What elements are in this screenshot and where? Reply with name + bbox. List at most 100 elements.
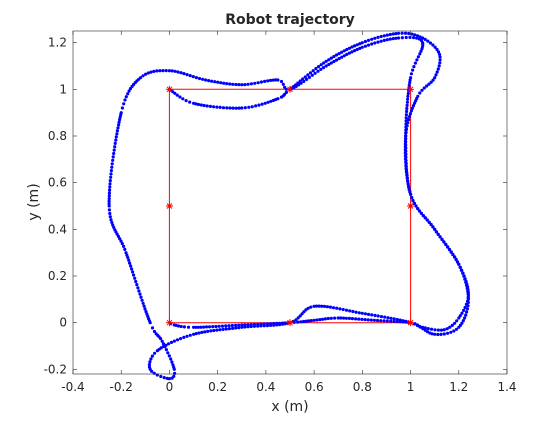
- trajectory-point: [421, 36, 425, 40]
- trajectory-point: [404, 113, 408, 117]
- trajectory-point: [256, 81, 260, 85]
- trajectory-point: [112, 151, 116, 156]
- trajectory-point: [284, 90, 288, 94]
- trajectory-point: [408, 112, 412, 116]
- trajectory-point: [162, 376, 166, 380]
- trajectory-point: [296, 316, 300, 320]
- trajectory-point: [440, 237, 444, 242]
- trajectory-point: [436, 50, 441, 54]
- trajectory-point: [314, 304, 319, 308]
- trajectory-point: [404, 158, 408, 163]
- trajectory-point: [460, 311, 464, 315]
- trajectory-point: [173, 371, 177, 375]
- trajectory-point: [438, 235, 442, 239]
- trajectory-series: [107, 31, 470, 381]
- trajectory-point: [353, 44, 357, 48]
- trajectory-point: [152, 371, 156, 375]
- trajectory-point: [411, 68, 415, 72]
- trajectory-point: [139, 295, 143, 299]
- trajectory-point: [188, 74, 192, 78]
- trajectory-point: [332, 59, 336, 64]
- trajectory-point: [414, 99, 418, 103]
- trajectory-point: [176, 70, 180, 74]
- trajectory-point: [117, 120, 121, 124]
- trajectory-point: [240, 325, 244, 329]
- trajectory-point: [141, 74, 145, 78]
- y-tick-label: -0.2: [44, 362, 67, 376]
- trajectory-point: [143, 307, 147, 311]
- trajectory-point: [284, 87, 288, 91]
- trajectory-point: [376, 314, 380, 318]
- trajectory-point: [302, 310, 306, 314]
- trajectory-point: [406, 179, 410, 183]
- trajectory-point: [227, 324, 231, 328]
- trajectory-point: [466, 285, 470, 289]
- trajectory-point: [107, 204, 111, 208]
- trajectory-point: [218, 328, 222, 332]
- trajectory-point: [194, 76, 198, 80]
- trajectory-point: [404, 134, 408, 138]
- trajectory-point: [302, 79, 306, 83]
- trajectory-point: [109, 169, 113, 173]
- waypoint-marker: [407, 202, 415, 210]
- trajectory-point: [167, 342, 171, 346]
- trajectory-point: [194, 325, 198, 329]
- x-tick-label: 0: [166, 380, 174, 394]
- trajectory-point: [219, 81, 223, 85]
- trajectory-point: [146, 71, 150, 75]
- trajectory-point: [169, 340, 174, 344]
- trajectory-point: [391, 37, 395, 41]
- trajectory-point: [110, 162, 114, 166]
- trajectory-point: [341, 307, 345, 312]
- trajectory-point: [366, 38, 371, 43]
- trajectory-point: [405, 174, 409, 178]
- trajectory-point: [186, 325, 191, 329]
- trajectory-point: [404, 35, 408, 40]
- trajectory-point: [449, 250, 453, 254]
- trajectory-point: [347, 316, 351, 320]
- trajectory-point: [265, 322, 269, 326]
- trajectory-point: [401, 320, 405, 324]
- trajectory-point: [383, 315, 387, 319]
- trajectory-point: [442, 240, 446, 244]
- trajectory-point: [109, 218, 113, 222]
- trajectory-point: [155, 69, 159, 73]
- trajectory-point: [203, 330, 207, 334]
- trajectory-point: [324, 64, 328, 68]
- trajectory-point: [126, 256, 130, 260]
- trajectory-point: [405, 103, 409, 107]
- trajectory-point: [429, 222, 433, 227]
- trajectory-point: [453, 255, 457, 259]
- trajectory-point: [237, 83, 241, 87]
- trajectory-point: [435, 70, 439, 74]
- trajectory-point: [179, 337, 183, 341]
- chart-title: Robot trajectory: [225, 12, 355, 28]
- trajectory-point: [129, 264, 133, 268]
- trajectory-point: [234, 326, 238, 330]
- trajectory-point: [204, 78, 208, 82]
- trajectory-point: [152, 329, 157, 334]
- trajectory-point: [107, 191, 111, 195]
- trajectory-point: [373, 36, 377, 40]
- trajectory-point: [240, 106, 244, 110]
- trajectory-point: [107, 202, 111, 206]
- trajectory-point: [144, 72, 148, 76]
- trajectory-point: [257, 103, 261, 107]
- trajectory-point: [404, 131, 408, 135]
- trajectory-point: [418, 91, 422, 95]
- trajectory-point: [123, 247, 127, 251]
- trajectory-point: [212, 328, 216, 333]
- trajectory-point: [465, 299, 470, 303]
- trajectory-point: [146, 314, 150, 319]
- trajectory-point: [234, 82, 238, 87]
- trajectory-point: [347, 46, 351, 50]
- trajectory-point: [172, 365, 176, 369]
- trajectory-point: [256, 322, 260, 326]
- x-tick-label: 0.6: [305, 380, 324, 394]
- trajectory-point: [197, 331, 201, 335]
- trajectory-point: [372, 318, 376, 322]
- trajectory-point: [412, 65, 416, 69]
- trajectory-point: [202, 103, 206, 108]
- trajectory-point: [329, 56, 333, 60]
- trajectory-point: [179, 324, 183, 329]
